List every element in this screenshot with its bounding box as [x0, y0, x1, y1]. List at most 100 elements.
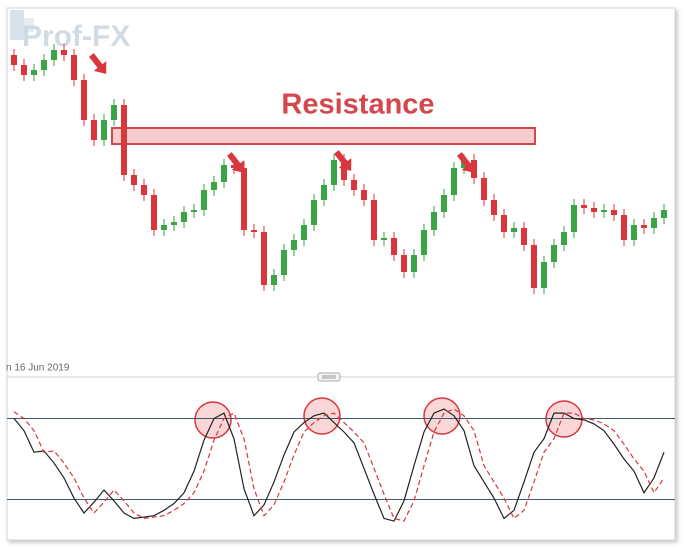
candle-body — [21, 65, 27, 75]
candle-body — [161, 225, 167, 230]
candle — [321, 179, 327, 206]
watermark: Prof-FX — [10, 10, 130, 53]
candle — [111, 99, 117, 126]
candle-body — [561, 232, 567, 245]
candle-body — [111, 105, 117, 120]
candle-body — [331, 160, 337, 185]
logo-block — [24, 18, 34, 32]
candle — [511, 222, 517, 238]
candle-body — [611, 210, 617, 215]
candle — [661, 204, 667, 224]
candle-body — [91, 120, 97, 140]
candle — [351, 174, 357, 196]
candle-body — [631, 225, 637, 240]
candle — [521, 222, 527, 251]
candle-body — [601, 210, 607, 212]
candle — [261, 226, 267, 291]
candle — [41, 54, 47, 76]
candle-body — [541, 262, 547, 288]
candle — [541, 256, 547, 294]
candle-body — [481, 178, 487, 200]
candle — [631, 219, 637, 246]
candle-body — [591, 208, 597, 212]
candle — [211, 176, 217, 196]
candle — [11, 49, 17, 71]
candle-body — [181, 212, 187, 222]
arrow — [227, 152, 245, 173]
candle-body — [301, 225, 307, 240]
candle-body — [581, 205, 587, 208]
candle-body — [251, 230, 257, 232]
candle-body — [341, 160, 347, 180]
candle — [281, 244, 287, 281]
candle-body — [661, 210, 667, 218]
arrow — [89, 53, 107, 74]
candle-body — [31, 70, 37, 75]
candle-body — [201, 190, 207, 210]
candle-body — [551, 245, 557, 262]
candle — [61, 44, 67, 61]
candle-body — [621, 215, 627, 240]
candle-body — [261, 232, 267, 285]
candle — [451, 162, 457, 201]
candle — [51, 44, 57, 66]
candle — [641, 219, 647, 234]
candle — [591, 202, 597, 218]
candle-body — [61, 50, 67, 55]
candle-body — [641, 225, 647, 228]
candle — [31, 64, 37, 81]
candle — [331, 154, 337, 191]
candle — [411, 249, 417, 278]
candle-body — [291, 240, 297, 250]
candle-body — [411, 255, 417, 272]
candle — [71, 49, 77, 86]
candle-body — [11, 55, 17, 65]
chart-frame — [6, 7, 676, 541]
candle — [291, 234, 297, 256]
candle — [391, 232, 397, 261]
candle — [81, 74, 87, 126]
candle — [201, 184, 207, 216]
candle-body — [491, 200, 497, 215]
candle — [651, 212, 657, 234]
candle-body — [351, 180, 357, 190]
candle-body — [311, 200, 317, 225]
candle-body — [211, 182, 217, 190]
candle-body — [101, 120, 107, 140]
candle-body — [321, 185, 327, 200]
candle-body — [431, 212, 437, 230]
candle — [601, 204, 607, 218]
candle — [311, 194, 317, 231]
peak-circle — [303, 397, 341, 435]
candle-body — [371, 200, 377, 240]
candle — [221, 159, 227, 188]
date-label: n 16 Jun 2019 — [6, 363, 70, 374]
resistance-label: Resistance — [281, 89, 434, 121]
candle — [571, 199, 577, 238]
candle-body — [401, 255, 407, 272]
candle-body — [141, 185, 147, 195]
candle — [171, 216, 177, 231]
candle-body — [391, 238, 397, 255]
candle-body — [151, 195, 157, 230]
candle — [561, 226, 567, 251]
watermark-text: Prof-FX — [22, 20, 130, 53]
candle — [251, 224, 257, 238]
candle — [121, 99, 127, 181]
candle — [21, 59, 27, 81]
candle — [191, 204, 197, 218]
resize-handle[interactable] — [317, 372, 341, 382]
candle-body — [171, 222, 177, 225]
candle — [621, 209, 627, 246]
candle — [371, 194, 377, 246]
candle-body — [381, 238, 387, 240]
candle-body — [81, 80, 87, 120]
candle-body — [231, 165, 237, 168]
candle — [421, 224, 427, 261]
candle-body — [441, 195, 447, 212]
candle-body — [511, 228, 517, 232]
candle — [151, 189, 157, 236]
candle — [581, 199, 587, 214]
candle-body — [41, 60, 47, 70]
candle — [161, 219, 167, 236]
